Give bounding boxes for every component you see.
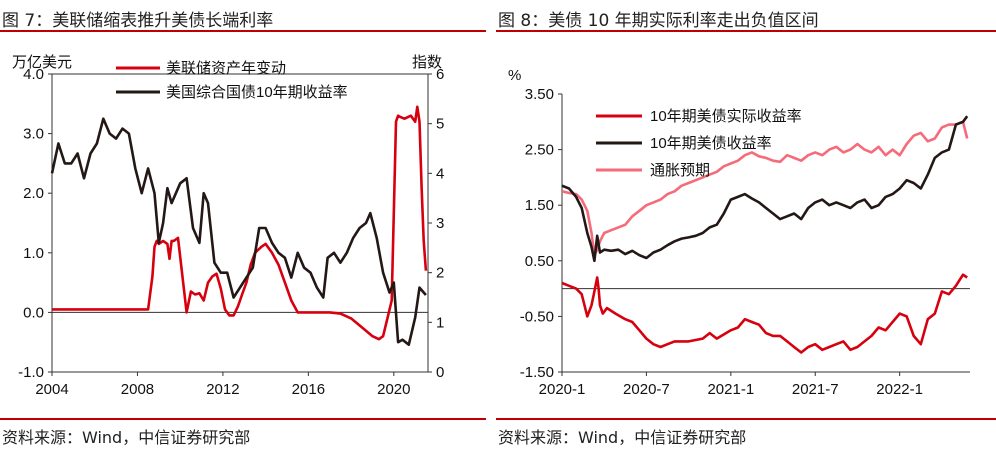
plot-frame — [561, 94, 970, 373]
y-tick-label: 3.50 — [525, 86, 554, 103]
inflation-expectation-line — [561, 120, 969, 257]
x-tick-label: 2020-7 — [623, 381, 670, 398]
source-divider — [496, 418, 996, 420]
chart-panel-fed-balance-sheet: 图 7：美联储缩表推升美债长端利率 万亿美元 指数 4.0 3.0 2.0 1.0 0.… — [0, 0, 486, 452]
source-note: 资料来源：Wind，中信证券研究部 — [498, 428, 747, 447]
y-tick-labels: 3.50 2.50 1.50 0.50 -0.50 -1.50 — [520, 86, 562, 381]
legend-label: 美联储资产年变动 — [166, 60, 286, 77]
x-tick-label: 2020 — [377, 381, 410, 398]
title-divider — [496, 30, 996, 32]
x-tick-label: 2021-7 — [792, 381, 839, 398]
legend-label: 美国综合国债10年期收益率 — [166, 84, 348, 101]
y-tick-labels: 4.0 3.0 2.0 1.0 0.0 -1.0 6 5 4 3 2 1 0 — [18, 66, 444, 381]
y-axis-label: % — [508, 67, 521, 84]
y-tick-label: 0.0 — [23, 304, 44, 321]
fed-asset-change-line — [52, 105, 428, 341]
legend-label: 10年期美债收益率 — [650, 135, 772, 152]
nominal-yield-10y-line — [561, 115, 969, 263]
legend-label: 通胀预期 — [650, 162, 710, 179]
x-tick-labels: 2020-1 2020-7 2021-1 2021-7 2022-1 — [539, 372, 923, 398]
series-lines — [50, 105, 428, 347]
y2-tick-label: 5 — [436, 116, 444, 133]
y-tick-label: 1.50 — [525, 197, 554, 214]
y-tick-label: 3.0 — [23, 126, 44, 143]
treasury-10y-yield-line — [50, 117, 427, 347]
chart-panel-real-yield: 图 8：美债 10 年期实际利率走出负值区间 % 3.50 2.50 1.50 0.5… — [496, 0, 996, 452]
real-yield-chart: % 3.502.501.500.50-0.50-1.50 2020-1 2020-… — [508, 67, 970, 398]
y2-tick-label: 1 — [436, 314, 444, 331]
x-tick-label: 2020-1 — [539, 381, 586, 398]
x-tick-label: 2016 — [292, 381, 325, 398]
y-tick-label: 4.0 — [23, 66, 44, 83]
source-divider — [0, 418, 486, 420]
y-tick-label: 2.50 — [525, 142, 554, 159]
y-tick-label: 1.0 — [23, 245, 44, 262]
y-tick-label: 0.50 — [525, 253, 554, 270]
legend-label: 10年期美债实际收益率 — [650, 108, 802, 125]
x-tick-labels: 2004 2008 2012 2016 2020 — [35, 372, 411, 398]
y2-tick-label: 6 — [436, 66, 444, 83]
chart-title: 图 7：美联储缩表推升美债长端利率 — [2, 11, 274, 31]
y2-tick-label: 2 — [436, 265, 444, 282]
y2-tick-label: 4 — [436, 165, 444, 182]
title-divider — [0, 30, 486, 32]
y2-axis-label: 指数 — [412, 54, 442, 71]
y-tick-label: 2.0 — [23, 185, 44, 202]
y2-tick-label: 3 — [436, 215, 444, 232]
chart-title: 图 8：美债 10 年期实际利率走出负值区间 — [498, 11, 819, 31]
y-tick-label: -1.50 — [520, 364, 554, 381]
series-lines — [561, 115, 969, 354]
y-axis-label: 万亿美元 — [12, 54, 72, 71]
y-tick-label: -1.0 — [18, 364, 44, 381]
source-note: 资料来源：Wind，中信证券研究部 — [2, 428, 251, 447]
x-tick-label: 2022-1 — [876, 381, 923, 398]
y2-tick-label: 0 — [436, 364, 444, 381]
x-tick-label: 2012 — [206, 381, 239, 398]
x-tick-label: 2021-1 — [707, 381, 754, 398]
x-tick-label: 2008 — [121, 381, 154, 398]
x-tick-label: 2004 — [35, 381, 68, 398]
real-yield-10y-line — [561, 273, 968, 354]
y-tick-label: -0.50 — [520, 308, 554, 325]
